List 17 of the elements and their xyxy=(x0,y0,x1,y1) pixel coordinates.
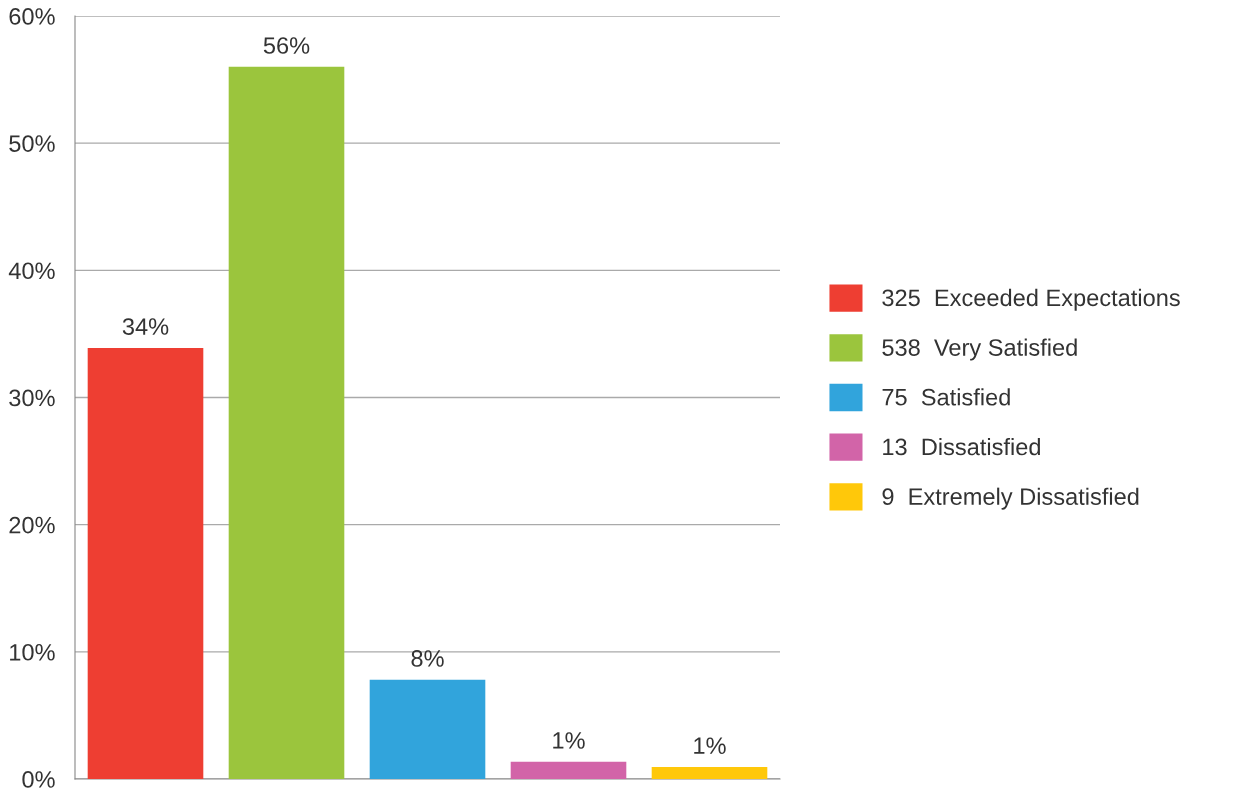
y-tick-label: 50% xyxy=(9,135,55,152)
data-label: 34% xyxy=(122,318,169,335)
y-tick-label: 60% xyxy=(9,8,55,25)
y-tick-label: 0% xyxy=(22,771,55,788)
data-label: 8% xyxy=(411,650,444,667)
y-tick-label: 30% xyxy=(9,389,55,407)
legend-label: 325 Exceeded Expectations xyxy=(882,288,1180,311)
legend-label: 75 Satisfied xyxy=(882,388,1010,406)
legend-label: 9 Extremely Dissatisfied xyxy=(882,487,1139,510)
data-label: 56% xyxy=(263,37,310,54)
legend-label: 13 Dissatisfied xyxy=(883,437,1040,456)
y-tick-label: 40% xyxy=(8,262,55,280)
y-tick-label: 10% xyxy=(10,643,55,661)
data-label: 1% xyxy=(694,737,726,754)
data-label: 1% xyxy=(553,732,585,749)
y-tick-label: 20% xyxy=(9,516,55,534)
legend-label: 538 Very Satisfied xyxy=(882,338,1077,361)
